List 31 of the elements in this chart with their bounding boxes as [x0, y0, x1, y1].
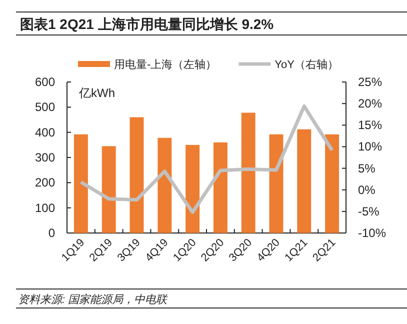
- bar: [74, 134, 88, 233]
- y-tick-label: 600: [34, 75, 56, 89]
- y-tick-label: 0: [48, 226, 56, 240]
- chart-title: 图表1 2Q21 上海市用电量同比增长 9.2%: [20, 16, 274, 32]
- bar: [269, 134, 284, 233]
- bar: [158, 138, 172, 233]
- bar: [213, 142, 228, 233]
- y2-tick-label: 20%: [358, 96, 382, 111]
- y2-tick-label: 0%: [358, 182, 376, 197]
- legend-label: 用电量-上海（左轴）: [114, 58, 217, 71]
- bar: [186, 144, 200, 233]
- y-tick-label: 500: [34, 100, 56, 114]
- y2-tick-label: 15%: [358, 118, 382, 132]
- line-series: [79, 104, 334, 214]
- bar: [325, 134, 340, 233]
- y2-tick-label: -5%: [358, 204, 380, 218]
- y2-tick-label: 5%: [358, 161, 376, 176]
- bar: [130, 117, 144, 233]
- y-tick-label: 200: [34, 176, 56, 190]
- y2-tick-label: -10%: [358, 226, 386, 240]
- y-tick-label: 100: [34, 200, 56, 215]
- y-axis-title: 亿kWh: [78, 86, 115, 100]
- text: 资料来源: 国家能源局，中电联: [18, 293, 168, 306]
- y2-tick-label: 25%: [358, 75, 382, 89]
- y-tick-label: 400: [34, 125, 56, 140]
- bar: [297, 129, 312, 233]
- y-tick-label: 300: [34, 150, 56, 164]
- bar: [241, 112, 256, 233]
- bar: [102, 146, 116, 233]
- y2-tick-label: 10%: [358, 140, 382, 154]
- legend-label: YoY（右轴）: [274, 58, 338, 71]
